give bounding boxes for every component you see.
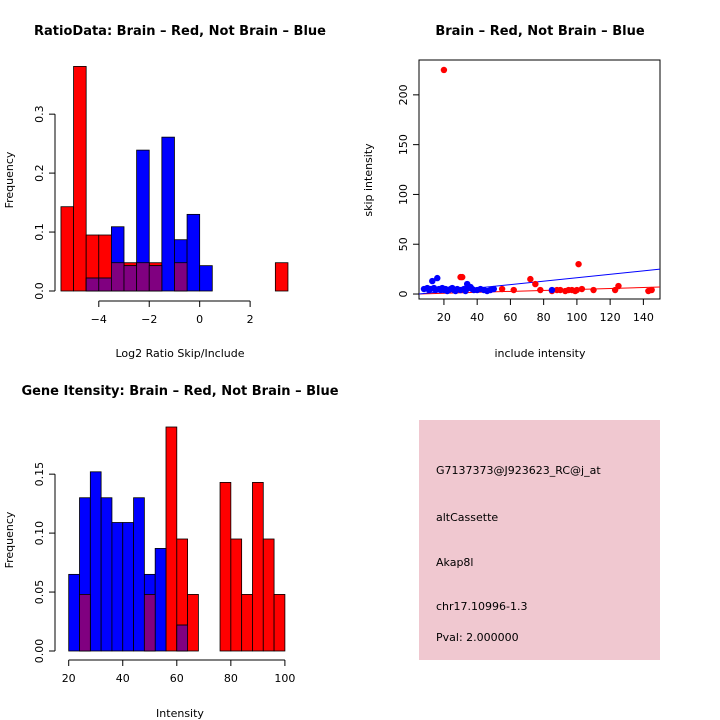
intensity-histogram-title: Gene Itensity: Brain – Red, Not Brain – … — [21, 384, 338, 399]
not-brain-point — [429, 277, 436, 285]
scatter-panel: Brain – Red, Not Brain – Blue 20 40 60 80 10… — [362, 24, 661, 360]
x-tick-label: 40 — [116, 672, 130, 685]
brain-bar — [241, 594, 253, 652]
x-tick-label: 40 — [470, 311, 484, 324]
event-type-text: altCassette — [436, 511, 498, 524]
y-tick-label: 0.10 — [33, 521, 46, 546]
location-text: chr17.10996-1.3 — [436, 600, 528, 613]
not-brain-bar — [100, 497, 113, 652]
x-tick-label: −4 — [91, 313, 107, 326]
not-brain-bar — [68, 573, 80, 652]
ratio-histogram-panel: RatioData: Brain – Red, Not Brain – Blue… — [3, 24, 326, 360]
x-tick-label: −2 — [141, 313, 157, 326]
brain-point — [557, 286, 564, 294]
brain-point — [532, 280, 539, 288]
x-tick-label: 100 — [274, 672, 295, 685]
intensity-histogram-panel: Gene Itensity: Brain – Red, Not Brain – … — [3, 384, 339, 720]
not-brain-bar — [122, 522, 134, 652]
y-tick-label: 0.15 — [33, 462, 46, 487]
brain-bar — [273, 594, 286, 652]
brain-point — [537, 286, 544, 294]
info-panel-background — [419, 420, 660, 660]
brain-point — [648, 286, 655, 294]
x-tick-label: 2 — [247, 313, 254, 326]
overlap-bar — [79, 594, 91, 652]
overlap-bar — [98, 277, 112, 292]
x-tick-label: 80 — [224, 672, 238, 685]
brain-bar — [60, 206, 74, 292]
y-tick-label: 0.1 — [33, 223, 46, 241]
x-tick-label: 120 — [600, 311, 621, 324]
brain-point — [510, 286, 517, 294]
brain-bar — [252, 482, 264, 652]
ratio-histogram-xlabel: Log2 Ratio Skip/Include — [115, 347, 244, 360]
ratio-histogram-ylabel: Frequency — [3, 151, 16, 208]
not-brain-bar — [186, 213, 201, 292]
probe-id-text: G7137373@J923623_RC@j_at — [436, 464, 601, 477]
brain-bar — [274, 262, 289, 292]
x-tick-label: 140 — [633, 311, 654, 324]
brain-point — [573, 286, 581, 294]
scatter-plot-box — [418, 59, 661, 300]
not-brain-point — [548, 286, 556, 294]
overlap-bar — [174, 262, 188, 292]
y-tick-label: 0 — [397, 291, 410, 298]
scatter-title: Brain – Red, Not Brain – Blue — [435, 24, 644, 39]
brain-point — [498, 285, 506, 293]
overlap-bar — [136, 262, 150, 292]
brain-bar — [219, 482, 232, 652]
x-tick-label: 80 — [537, 311, 551, 324]
not-brain-bar — [199, 265, 213, 292]
scatter-xlabel: include intensity — [494, 347, 586, 360]
overlap-bar — [85, 277, 100, 292]
not-brain-bar — [89, 471, 102, 652]
brain-point — [440, 66, 448, 74]
brain-point — [590, 286, 597, 294]
x-tick-label: 0 — [196, 313, 203, 326]
brain-point — [527, 275, 534, 283]
y-tick-label: 0.3 — [33, 105, 46, 123]
overlap-bar — [148, 265, 163, 292]
brain-point — [575, 260, 582, 268]
not-brain-bar — [161, 136, 175, 292]
gene-name-text: Akap8l — [436, 556, 473, 569]
pval-text: Pval: 2.000000 — [436, 631, 519, 644]
scatter-ylabel: skip intensity — [362, 143, 375, 217]
intensity-histogram-ylabel: Frequency — [3, 511, 16, 568]
y-tick-label: 200 — [397, 84, 410, 105]
x-tick-label: 20 — [437, 311, 451, 324]
brain-bar — [187, 594, 199, 652]
info-panel: G7137373@J923623_RC@j_at altCassette Aka… — [419, 420, 660, 660]
x-tick-label: 20 — [62, 672, 76, 685]
brain-bar — [73, 66, 87, 292]
not-brain-bar — [133, 497, 145, 652]
overlap-bar — [111, 262, 125, 292]
not-brain-bar — [111, 522, 124, 652]
brain-bar — [230, 538, 243, 652]
brain-bar — [262, 538, 275, 652]
ratio-histogram-title: RatioData: Brain – Red, Not Brain – Blue — [34, 24, 326, 39]
intensity-histogram-xlabel: Intensity — [156, 707, 204, 720]
brain-point — [615, 282, 622, 290]
x-tick-label: 100 — [566, 311, 587, 324]
x-tick-label: 60 — [503, 311, 517, 324]
not-brain-bar — [154, 548, 167, 652]
overlap-bar — [176, 624, 189, 652]
brain-bar — [165, 426, 178, 652]
y-tick-label: 100 — [397, 184, 410, 205]
y-tick-label: 0.2 — [33, 164, 46, 182]
overlap-bar — [143, 594, 156, 652]
x-tick-label: 60 — [170, 672, 184, 685]
y-tick-label: 150 — [397, 134, 410, 155]
y-tick-label: 0.0 — [33, 282, 46, 300]
brain-point — [578, 285, 586, 293]
brain-point — [459, 273, 466, 281]
y-tick-label: 0.05 — [33, 580, 46, 605]
y-tick-label: 50 — [397, 237, 410, 251]
not-brain-point — [434, 274, 441, 282]
y-tick-label: 0.00 — [33, 639, 46, 664]
not-brain-point — [490, 285, 497, 293]
overlap-bar — [123, 265, 138, 292]
